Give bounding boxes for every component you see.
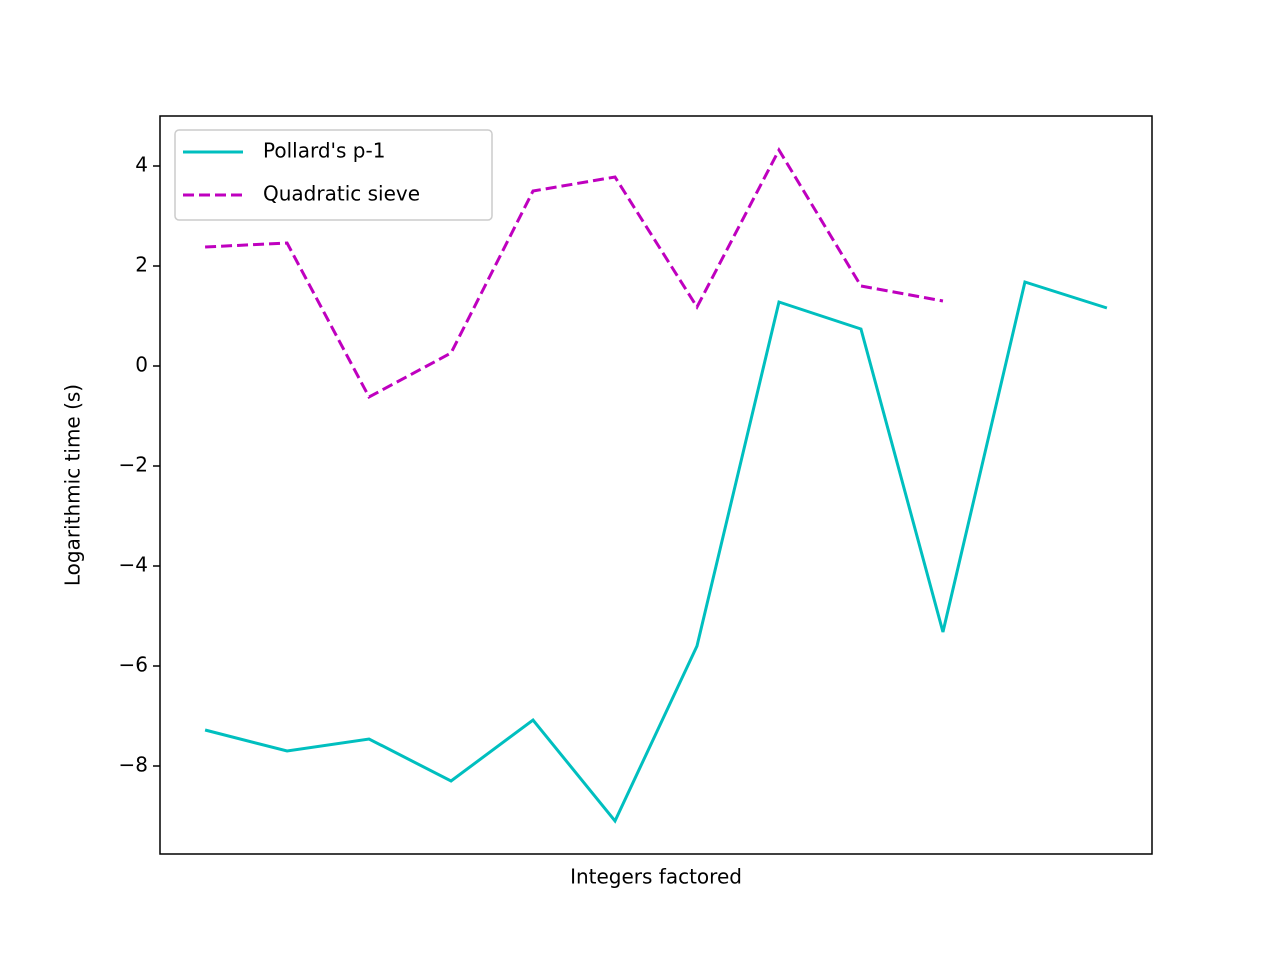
y-axis-label: Logarithmic time (s)	[61, 384, 85, 586]
plot-frame	[159, 115, 1153, 855]
y-tick-label: 2	[135, 253, 148, 277]
y-tick-label: 0	[135, 353, 148, 377]
y-tick-label: 4	[135, 153, 148, 177]
line-series	[204, 280, 1108, 824]
y-tick-label: −2	[119, 453, 148, 477]
y-tick-label: −4	[119, 553, 148, 577]
legend-label: Pollard's p-1	[263, 139, 385, 163]
legend-box	[174, 129, 493, 221]
y-tick-label: −6	[119, 653, 148, 677]
x-axis-label: Integers factored	[570, 865, 742, 889]
line-series	[205, 146, 944, 400]
legend-label: Quadratic sieve	[263, 182, 420, 206]
y-tick-label: −8	[119, 753, 148, 777]
